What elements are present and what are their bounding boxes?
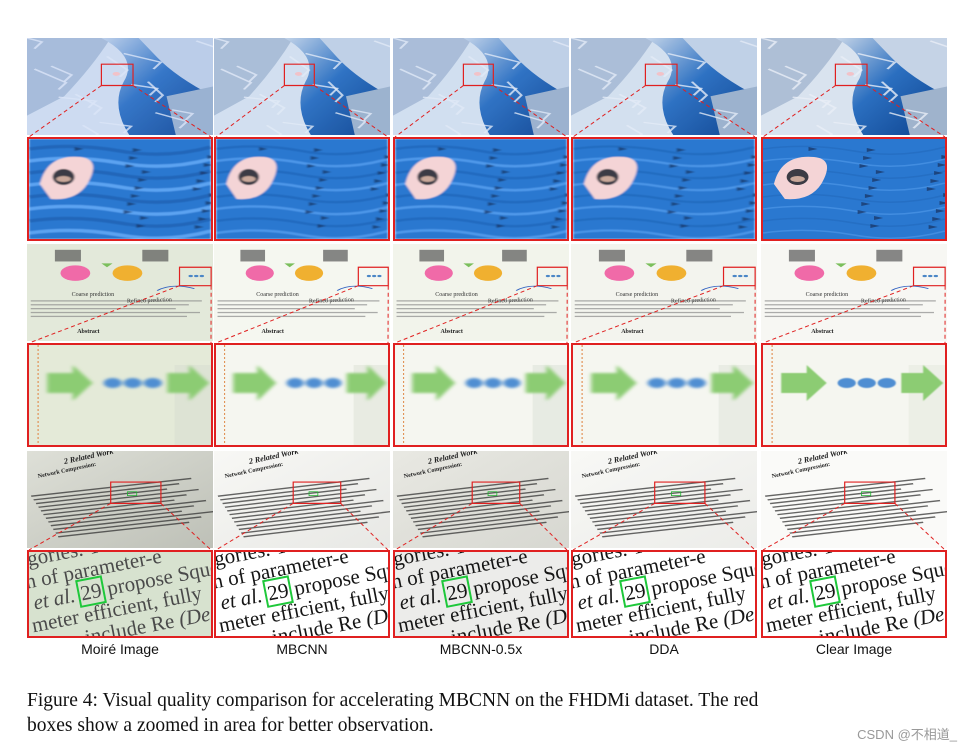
paper-text-image-0: 2 Related Work Network Compression: [27,451,213,548]
column-label-moire: Moiré Image [81,641,159,657]
paper-figure-coarse-label: Coarse prediction [435,291,478,298]
paper-text-zoom-4: gories. T n of parameter-e et al.29propo… [761,550,947,638]
column-label-dda: DDA [649,641,679,657]
paper-text-zoom-1: gories. T n of parameter-e et al.29propo… [214,550,390,638]
paper-figure-abstract-label: Abstract [811,329,834,336]
paper-figure-image-1: Coarse prediction Refined prediction Abs… [214,244,390,341]
paper-text-zoom-2: gories. T n of parameter-e et al.29propo… [393,550,569,638]
paper-figure-abstract-label: Abstract [621,329,644,336]
caption-line-1: Figure 4: Visual quality comparison for … [27,690,759,711]
ocean-zoom-3 [571,137,757,241]
ocean-zoom-4 [761,137,947,241]
ocean-zoom-2 [393,137,569,241]
paper-figure-abstract-label: Abstract [77,329,100,336]
ocean-image-2 [393,38,569,135]
ocean-zoom-1 [214,137,390,241]
ocean-zoom-0 [27,137,213,241]
paper-figure-abstract-label: Abstract [440,329,463,336]
figure-caption: Figure 4: Visual quality comparison for … [27,688,947,738]
column-label-clear: Clear Image [815,641,893,657]
paper-figure-zoom-2 [393,343,569,447]
paper-figure-image-4: Coarse prediction Refined prediction Abs… [761,244,947,341]
paper-text-image-1: 2 Related Work Network Compression: [214,451,390,548]
watermark: CSDN @不相道_ [857,727,957,742]
paper-figure-image-2: Coarse prediction Refined prediction Abs… [393,244,569,341]
paper-figure-image-3: Coarse prediction Refined prediction Abs… [571,244,757,341]
ocean-image-4 [761,38,947,135]
paper-figure-zoom-0 [27,343,213,447]
paper-text-image-2: 2 Related Work Network Compression: [393,451,569,548]
paper-text-zoom-3: gories. T n of parameter-e et al.29propo… [571,550,757,638]
paper-text-image-3: 2 Related Work Network Compression: [571,451,757,548]
ocean-image-3 [571,38,757,135]
paper-figure-coarse-label: Coarse prediction [71,291,115,298]
column-label-mbcnn-half: MBCNN-0.5x [439,641,523,657]
paper-figure-zoom-1 [214,343,390,447]
paper-figure-coarse-label: Coarse prediction [805,291,849,298]
paper-figure-coarse-label: Coarse prediction [615,291,659,298]
comparison-grid: Coarse prediction Refined prediction Abs… [27,38,947,638]
paper-figure-abstract-label: Abstract [261,329,284,336]
column-label-mbcnn: MBCNN [276,641,328,657]
paper-figure-zoom-3 [571,343,757,447]
caption-line-2: boxes show a zoomed in area for better o… [27,715,434,736]
paper-text-zoom-0: gories. T n of parameter-e et al.29propo… [27,550,213,638]
paper-figure-coarse-label: Coarse prediction [256,291,299,298]
ocean-image-0 [27,38,213,135]
ocean-image-1 [214,38,390,135]
paper-figure-zoom-4 [761,343,947,447]
paper-figure-image-0: Coarse prediction Refined prediction Abs… [27,244,213,341]
paper-text-image-4: 2 Related Work Network Compression: [761,451,947,548]
